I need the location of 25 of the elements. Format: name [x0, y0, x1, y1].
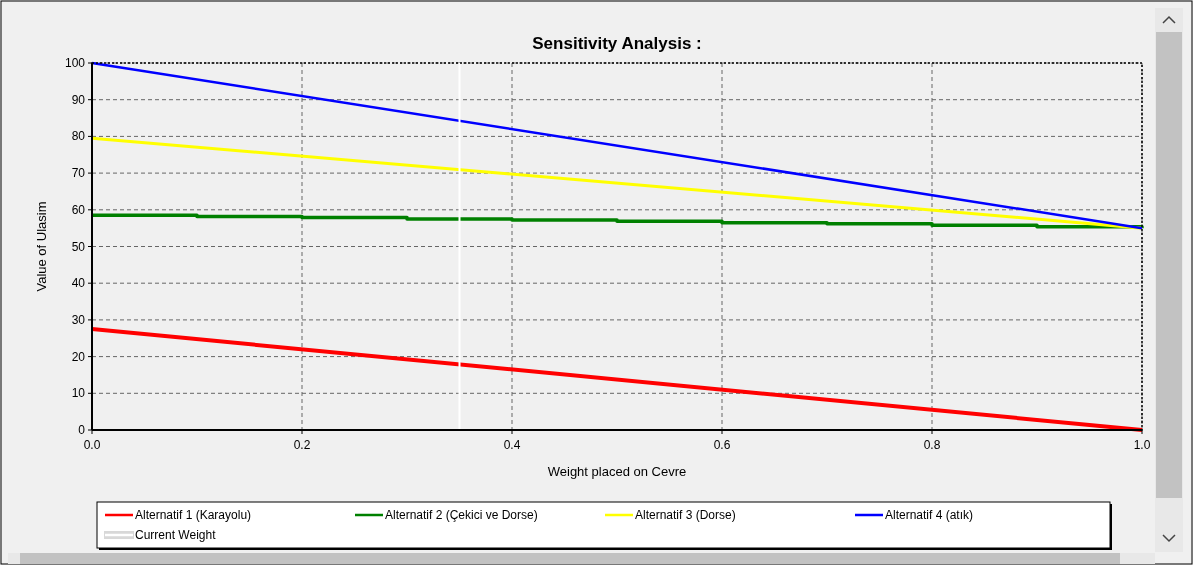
x-tick-label: 0.0 [83, 438, 101, 452]
chart-title: Sensitivity Analysis : [532, 34, 702, 53]
y-axis-title: Value of Ulasim [34, 201, 49, 292]
x-tick-label: 0.4 [503, 438, 521, 452]
y-tick-label: 0 [78, 423, 86, 437]
x-tick-label: 0.6 [713, 438, 731, 452]
x-tick-label: 0.8 [923, 438, 941, 452]
y-tick-label: 80 [71, 129, 86, 144]
x-axis-title: Weight placed on Cevre [547, 464, 687, 479]
legend-label: Alternatif 2 (Çekici ve Dorse) [385, 508, 538, 522]
y-tick-label: 20 [71, 349, 86, 364]
y-tick-label: 10 [71, 386, 86, 401]
y-tick-label: 70 [71, 166, 86, 181]
y-tick-label: 90 [71, 92, 86, 107]
y-tick-label: 40 [71, 276, 86, 291]
legend-label: Alternatif 4 (atık) [885, 508, 974, 522]
y-tick-label: 100 [64, 56, 86, 70]
y-tick-label: 60 [71, 202, 86, 217]
y-tick-label: 50 [71, 239, 86, 254]
legend-label: Alternatif 3 (Dorse) [635, 508, 736, 522]
y-tick-label: 30 [71, 312, 86, 327]
legend-label: Alternatif 1 (Karayolu) [135, 508, 252, 522]
legend-label: Current Weight [135, 528, 217, 542]
x-tick-label: 0.2 [293, 438, 311, 452]
x-tick-label: 1.0 [1133, 438, 1151, 452]
